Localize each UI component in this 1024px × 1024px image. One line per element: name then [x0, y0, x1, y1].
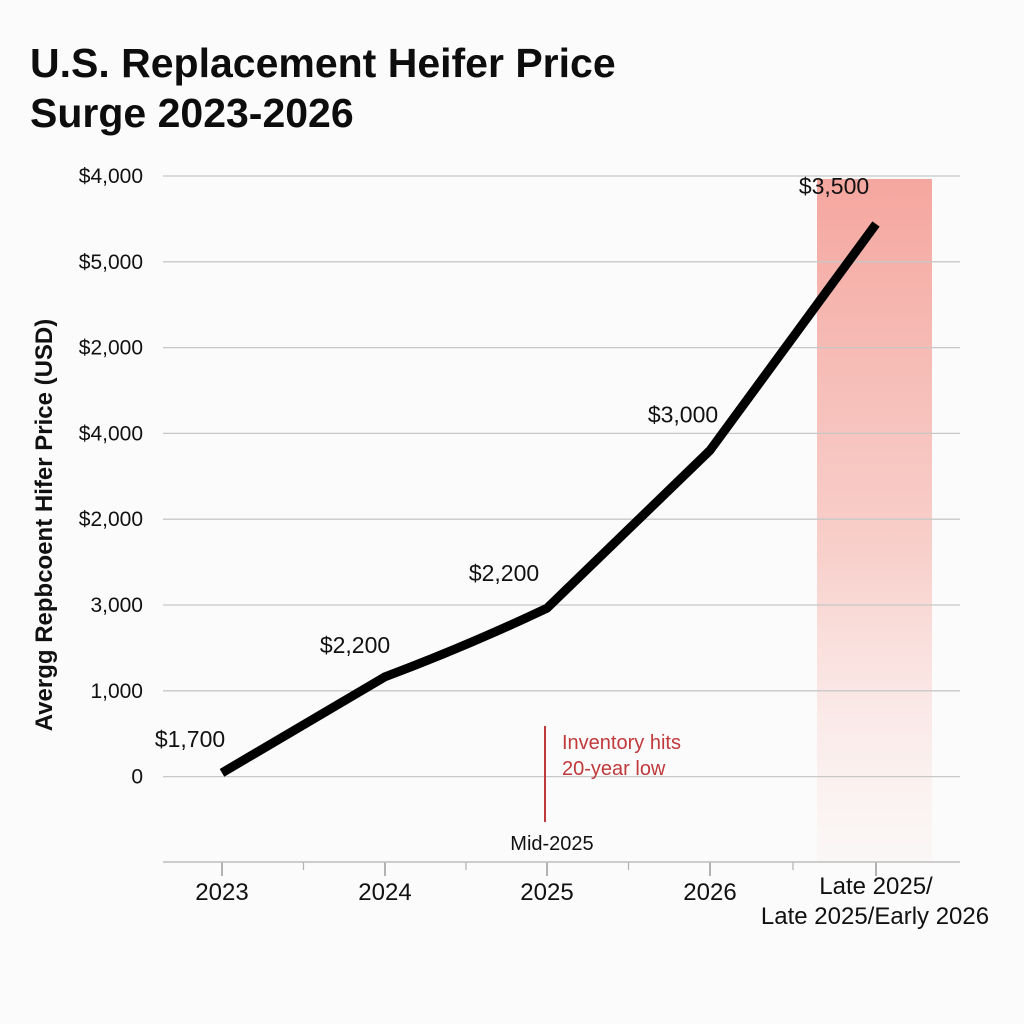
series-line — [219, 221, 880, 777]
y-axis-ticks: $4,000 $5,000 $2,000 $4,000 $2,000 3,000 1,000… — [79, 165, 143, 789]
x-tick-label: 2026 — [683, 879, 736, 906]
data-labels: $1,700 $2,200 $2,200 $3,000 $3,500 — [155, 173, 869, 752]
x-axis-ticks: 2023 2024 2025 2026 Late 2025/ — [195, 862, 933, 906]
x-tick-label: 2023 — [195, 879, 248, 906]
x-tick-label: Late 2025/ — [819, 873, 933, 900]
y-tick-label: $4,000 — [79, 422, 143, 445]
data-label: $3,500 — [799, 173, 869, 199]
x-tick-sublabel: Late 2025/Early 2026 — [761, 903, 989, 930]
data-label: $1,700 — [155, 726, 225, 752]
annotation-marker-label: Mid-2025 — [510, 833, 593, 855]
y-tick-label: $2,000 — [79, 337, 143, 360]
y-tick-label: 0 — [131, 766, 143, 789]
annotation-text-line-2: 20-year low — [562, 758, 666, 780]
chart-title: U.S. Replacement Heifer Price Surge 2023… — [30, 40, 616, 136]
data-label: $2,200 — [469, 560, 539, 586]
x-tick-label: 2025 — [520, 879, 573, 906]
x-tick-label: 2024 — [358, 879, 411, 906]
y-axis-label: Avergg Repbcoent Hifer Price (USD) — [31, 319, 58, 732]
data-label: $2,200 — [320, 632, 390, 658]
data-label: $3,000 — [648, 401, 718, 427]
y-tick-label: $5,000 — [79, 251, 143, 274]
y-tick-label: $2,000 — [79, 508, 143, 531]
highlight-region — [817, 179, 932, 862]
y-tick-label: 1,000 — [90, 680, 143, 703]
y-tick-label: $4,000 — [79, 165, 143, 188]
gridlines — [163, 175, 960, 778]
annotation-text-line-1: Inventory hits — [562, 732, 681, 754]
y-tick-label: 3,000 — [90, 594, 143, 617]
